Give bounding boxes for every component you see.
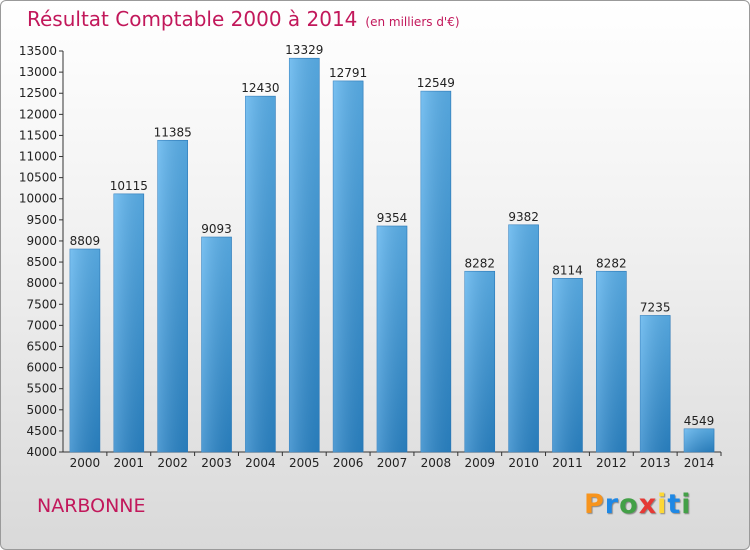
x-tick-label: 2009: [464, 456, 495, 470]
y-tick-label: 4000: [26, 445, 57, 459]
bar-highlight: [69, 249, 100, 452]
bar-value-label: 9354: [377, 211, 408, 225]
bar-value-label: 13329: [285, 43, 323, 57]
bar-highlight: [684, 428, 715, 452]
bar-value-label: 10115: [110, 179, 148, 193]
x-tick-label: 2000: [70, 456, 101, 470]
x-tick-label: 2014: [684, 456, 715, 470]
bar-highlight: [157, 140, 188, 452]
bar-value-label: 9382: [508, 210, 539, 224]
bar-highlight: [640, 315, 671, 452]
proxiti-logo: Proxiti: [584, 489, 692, 520]
y-tick-label: 10500: [19, 171, 57, 185]
bar-highlight: [201, 237, 232, 452]
y-tick-label: 7500: [26, 297, 57, 311]
bar-highlight: [420, 91, 451, 452]
chart-axes: 4000 4500 5000 5500 6000 6500 7000 7500 8000 8500…: [19, 44, 722, 470]
bar-value-label: 11385: [154, 125, 192, 139]
logo-letter: o: [619, 489, 639, 520]
bar-value-label: 8809: [70, 234, 101, 248]
logo-letter: x: [638, 489, 658, 520]
bar-highlight: [464, 271, 495, 452]
logo-letter: r: [604, 489, 620, 520]
y-tick-label: 12500: [19, 86, 57, 100]
x-tick-label: 2010: [508, 456, 539, 470]
y-tick-label: 4500: [26, 424, 57, 438]
bar-value-label: 7235: [640, 300, 671, 314]
bar-value-label: 4549: [684, 414, 715, 428]
y-tick-label: 8500: [26, 255, 57, 269]
x-tick-label: 2011: [552, 456, 583, 470]
bar-value-label: 8114: [552, 263, 583, 277]
y-tick-label: 7000: [26, 318, 57, 332]
bar-highlight: [508, 224, 539, 452]
bar-value-label: 8282: [464, 256, 495, 270]
y-tick-label: 13000: [19, 65, 57, 79]
y-tick-label: 11000: [19, 150, 57, 164]
x-tick-label: 2008: [421, 456, 452, 470]
x-tick-label: 2005: [289, 456, 320, 470]
bar-highlight: [113, 193, 144, 452]
x-tick-label: 2001: [114, 456, 145, 470]
bar-highlight: [377, 226, 407, 452]
y-tick-label: 13500: [19, 44, 57, 58]
y-tick-label: 9500: [26, 213, 57, 227]
logo-letter: i: [681, 489, 692, 520]
x-tick-label: 2006: [333, 456, 364, 470]
y-tick-label: 12000: [19, 107, 57, 121]
x-tick-label: 2002: [157, 456, 188, 470]
bar-highlight: [289, 58, 320, 453]
commune-name: NARBONNE: [37, 495, 146, 517]
chart-title-text: Résultat Comptable 2000 à 2014: [27, 7, 358, 31]
bar-value-label: 9093: [201, 222, 232, 236]
bar-value-label: 12430: [241, 81, 279, 95]
bar-highlight: [245, 96, 276, 453]
y-tick-label: 5000: [26, 403, 57, 417]
logo-letter: t: [667, 489, 682, 520]
y-tick-label: 6000: [26, 361, 57, 375]
logo-letter: i: [657, 489, 668, 520]
logo-letter: P: [584, 489, 605, 520]
y-tick-label: 10000: [19, 192, 57, 206]
bar-highlight: [333, 80, 364, 453]
x-tick-label: 2007: [377, 456, 408, 470]
chart-labels: 8809 10115 11385 9093 12430 13329 12791 9354 125…: [70, 43, 715, 428]
chart-bars: [69, 57, 715, 453]
y-tick-label: 9000: [26, 234, 57, 248]
bar-highlight: [552, 278, 583, 452]
y-tick-label: 5500: [26, 382, 57, 396]
x-tick-label: 2012: [596, 456, 627, 470]
bar-value-label: 12549: [417, 76, 455, 90]
bar-value-label: 8282: [596, 256, 627, 270]
bar-value-label: 12791: [329, 66, 367, 80]
bar-highlight: [596, 271, 627, 452]
chart-title: Résultat Comptable 2000 à 2014 (en millie…: [27, 7, 460, 31]
x-tick-label: 2003: [201, 456, 232, 470]
x-tick-label: 2013: [640, 456, 671, 470]
y-tick-label: 8000: [26, 276, 57, 290]
y-tick-label: 11500: [19, 128, 57, 142]
x-tick-label: 2004: [245, 456, 276, 470]
y-tick-label: 6500: [26, 339, 57, 353]
chart-subtitle: (en milliers d'€): [365, 15, 460, 29]
